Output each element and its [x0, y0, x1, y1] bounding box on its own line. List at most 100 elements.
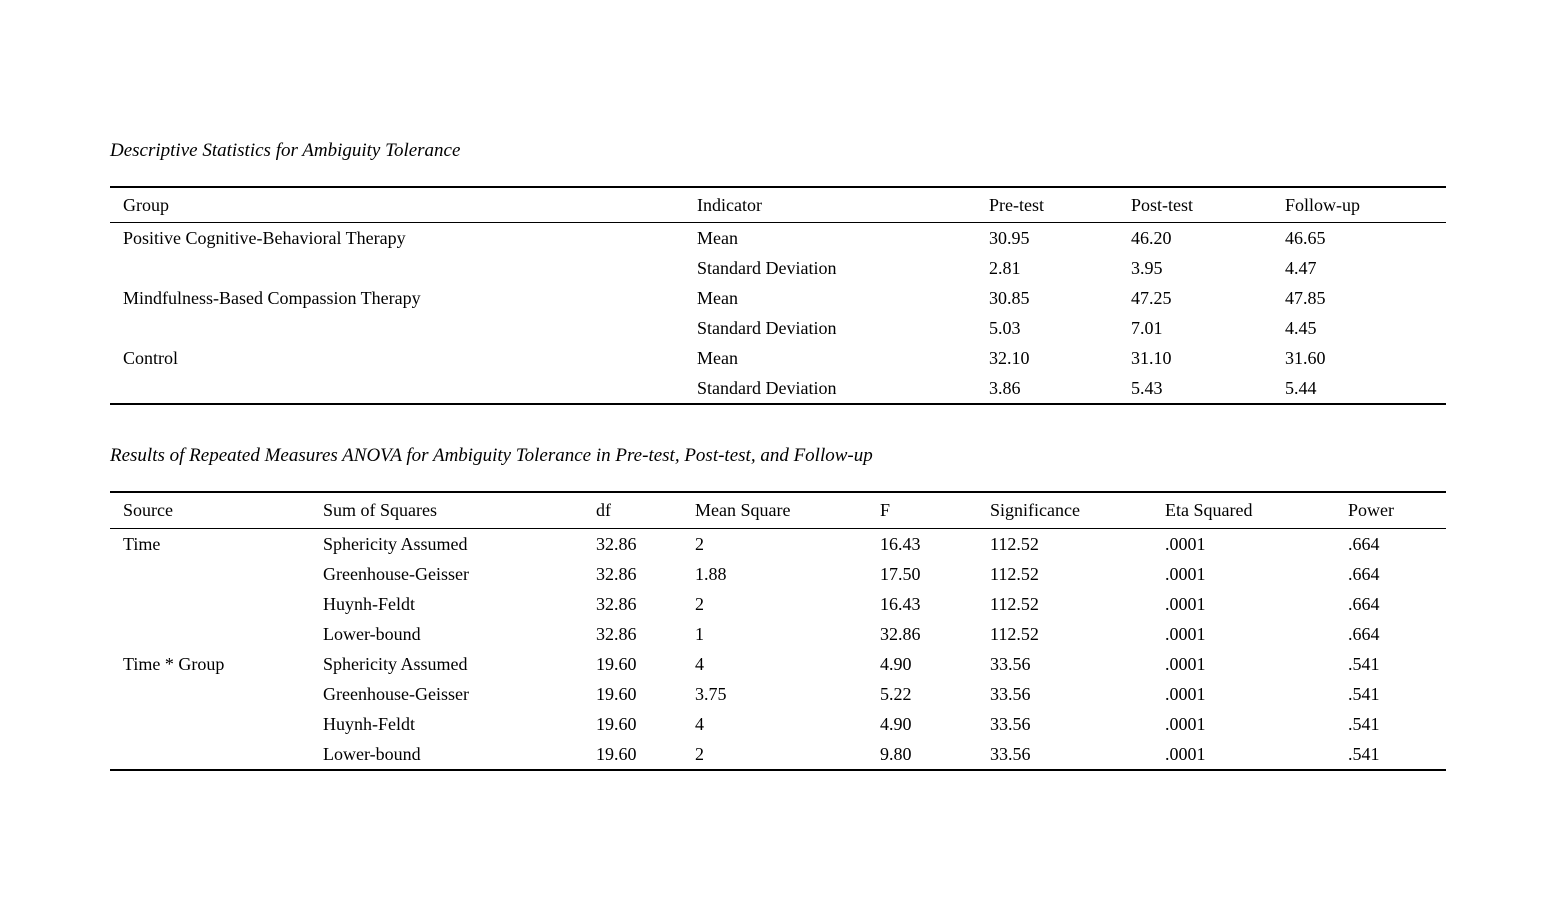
cell-significance: 33.56 — [990, 653, 1031, 674]
cell-f: 4.90 — [880, 653, 912, 674]
cell-follow-up: 4.45 — [1285, 317, 1317, 338]
cell-sum-of-squares: Lower-bound — [323, 623, 421, 644]
cell-significance: 33.56 — [990, 743, 1031, 764]
cell-post-test: 47.25 — [1131, 287, 1172, 308]
cell-f: 32.86 — [880, 623, 921, 644]
cell-eta-squared: .0001 — [1165, 623, 1206, 644]
cell-mean-square: 4 — [695, 713, 704, 734]
table-row: Huynh-Feldt 32.86 2 16.43 112.52 .0001 .… — [110, 589, 1446, 619]
cell-power: .541 — [1348, 653, 1380, 674]
cell-pre-test: 5.03 — [989, 317, 1021, 338]
cell-power: .664 — [1348, 623, 1380, 644]
table1-header-follow-up: Follow-up — [1285, 187, 1446, 223]
cell-source — [110, 619, 323, 649]
cell-power: .664 — [1348, 563, 1380, 584]
table1-header-row: Group Indicator Pre-test Post-test Follo… — [110, 187, 1446, 223]
cell-group: Positive Cognitive-Behavioral Therapy — [123, 227, 406, 248]
cell-mean-square: 1.88 — [695, 563, 727, 584]
cell-indicator: Standard Deviation — [697, 257, 837, 278]
descriptive-statistics-table: Group Indicator Pre-test Post-test Follo… — [110, 186, 1446, 405]
cell-f: 4.90 — [880, 713, 912, 734]
table2-caption: Results of Repeated Measures ANOVA for A… — [110, 445, 873, 466]
cell-eta-squared: .0001 — [1165, 713, 1206, 734]
cell-significance: 112.52 — [990, 563, 1039, 584]
cell-source: Time — [123, 533, 161, 554]
table-row: Greenhouse-Geisser 32.86 1.88 17.50 112.… — [110, 559, 1446, 589]
cell-post-test: 46.20 — [1131, 227, 1172, 248]
cell-follow-up: 47.85 — [1285, 287, 1326, 308]
cell-source — [110, 559, 323, 589]
table-row: Standard Deviation 5.03 7.01 4.45 — [110, 313, 1446, 343]
table1-header-pre-test: Pre-test — [989, 187, 1131, 223]
table2-header-power: Power — [1348, 492, 1446, 529]
cell-pre-test: 30.85 — [989, 287, 1030, 308]
cell-indicator: Standard Deviation — [697, 377, 837, 398]
cell-f: 5.22 — [880, 683, 912, 704]
table2-header-significance: Significance — [990, 492, 1165, 529]
table2-header-eta-squared: Eta Squared — [1165, 492, 1348, 529]
cell-power: .541 — [1348, 713, 1380, 734]
table-row: Positive Cognitive-Behavioral Therapy Me… — [110, 223, 1446, 254]
cell-power: .664 — [1348, 593, 1380, 614]
table2-header-row: Source Sum of Squares df Mean Square F S… — [110, 492, 1446, 529]
cell-mean-square: 3.75 — [695, 683, 727, 704]
cell-significance: 112.52 — [990, 593, 1039, 614]
cell-post-test: 31.10 — [1131, 347, 1172, 368]
cell-f: 9.80 — [880, 743, 912, 764]
cell-sum-of-squares: Sphericity Assumed — [323, 653, 468, 674]
cell-follow-up: 31.60 — [1285, 347, 1326, 368]
cell-sum-of-squares: Lower-bound — [323, 743, 421, 764]
cell-indicator: Mean — [697, 227, 738, 248]
cell-indicator: Mean — [697, 287, 738, 308]
cell-group: Mindfulness-Based Compassion Therapy — [123, 287, 421, 308]
cell-pre-test: 2.81 — [989, 257, 1021, 278]
table-row: Greenhouse-Geisser 19.60 3.75 5.22 33.56… — [110, 679, 1446, 709]
cell-sum-of-squares: Huynh-Feldt — [323, 713, 415, 734]
cell-sum-of-squares: Huynh-Feldt — [323, 593, 415, 614]
cell-f: 16.43 — [880, 593, 921, 614]
cell-mean-square: 2 — [695, 593, 704, 614]
cell-source — [110, 589, 323, 619]
cell-group — [110, 313, 697, 343]
cell-sum-of-squares: Greenhouse-Geisser — [323, 563, 469, 584]
cell-follow-up: 4.47 — [1285, 257, 1317, 278]
cell-df: 32.86 — [596, 593, 637, 614]
cell-follow-up: 46.65 — [1285, 227, 1326, 248]
table1-caption: Descriptive Statistics for Ambiguity Tol… — [110, 140, 461, 161]
cell-pre-test: 32.10 — [989, 347, 1030, 368]
table2-header-sum-of-squares: Sum of Squares — [323, 492, 596, 529]
table1-header-indicator: Indicator — [697, 187, 989, 223]
table2-header-mean-square: Mean Square — [695, 492, 880, 529]
table-row: Mindfulness-Based Compassion Therapy Mea… — [110, 283, 1446, 313]
cell-eta-squared: .0001 — [1165, 653, 1206, 674]
cell-mean-square: 2 — [695, 533, 704, 554]
cell-df: 32.86 — [596, 623, 637, 644]
table-row: Control Mean 32.10 31.10 31.60 — [110, 343, 1446, 373]
cell-post-test: 7.01 — [1131, 317, 1163, 338]
cell-mean-square: 1 — [695, 623, 704, 644]
cell-power: .664 — [1348, 533, 1380, 554]
cell-eta-squared: .0001 — [1165, 593, 1206, 614]
table-row: Standard Deviation 3.86 5.43 5.44 — [110, 373, 1446, 404]
cell-group: Control — [123, 347, 179, 368]
cell-significance: 112.52 — [990, 623, 1039, 644]
cell-sum-of-squares: Greenhouse-Geisser — [323, 683, 469, 704]
table-row: Lower-bound 32.86 1 32.86 112.52 .0001 .… — [110, 619, 1446, 649]
cell-pre-test: 30.95 — [989, 227, 1030, 248]
cell-sum-of-squares: Sphericity Assumed — [323, 533, 468, 554]
cell-significance: 112.52 — [990, 533, 1039, 554]
table1-header-post-test: Post-test — [1131, 187, 1285, 223]
cell-source — [110, 679, 323, 709]
table2-header-f: F — [880, 492, 990, 529]
cell-significance: 33.56 — [990, 713, 1031, 734]
cell-df: 32.86 — [596, 533, 637, 554]
cell-post-test: 5.43 — [1131, 377, 1163, 398]
cell-post-test: 3.95 — [1131, 257, 1163, 278]
cell-df: 19.60 — [596, 683, 637, 704]
cell-source — [110, 709, 323, 739]
cell-eta-squared: .0001 — [1165, 533, 1206, 554]
cell-df: 19.60 — [596, 743, 637, 764]
cell-pre-test: 3.86 — [989, 377, 1021, 398]
cell-f: 17.50 — [880, 563, 921, 584]
cell-significance: 33.56 — [990, 683, 1031, 704]
